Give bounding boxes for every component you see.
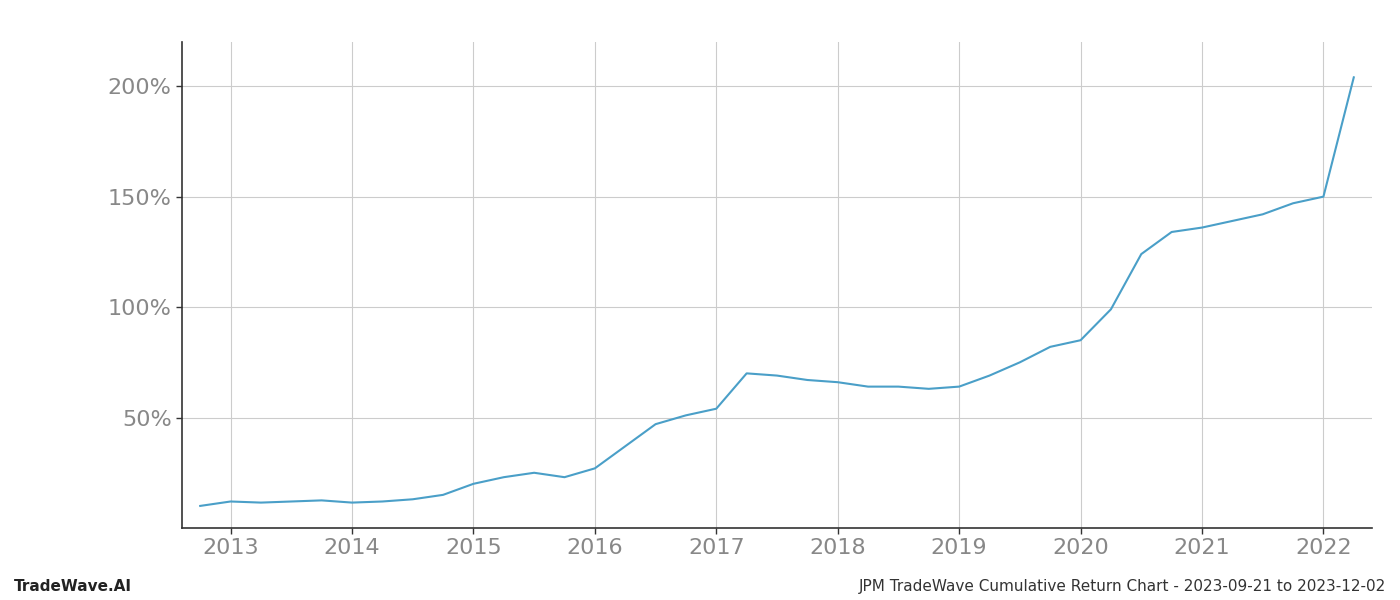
Text: TradeWave.AI: TradeWave.AI — [14, 579, 132, 594]
Text: JPM TradeWave Cumulative Return Chart - 2023-09-21 to 2023-12-02: JPM TradeWave Cumulative Return Chart - … — [858, 579, 1386, 594]
